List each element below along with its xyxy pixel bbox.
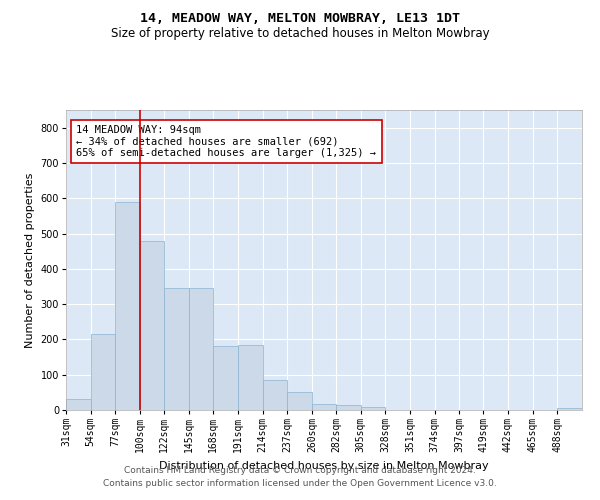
Bar (336, 404, 361, 410)
X-axis label: Distribution of detached houses by size in Melton Mowbray: Distribution of detached houses by size … (159, 460, 489, 470)
Text: 14 MEADOW WAY: 94sqm
← 34% of detached houses are smaller (692)
65% of semi-deta: 14 MEADOW WAY: 94sqm ← 34% of detached h… (76, 125, 376, 158)
Bar (66, 400, 91, 410)
Text: Size of property relative to detached houses in Melton Mowbray: Size of property relative to detached ho… (110, 28, 490, 40)
Bar (164, 288, 188, 410)
Bar (287, 392, 312, 410)
Bar (361, 407, 385, 410)
Bar (312, 404, 336, 410)
Y-axis label: Number of detached properties: Number of detached properties (25, 172, 35, 348)
Bar (557, 408, 582, 410)
Bar (115, 202, 140, 410)
Bar (91, 334, 115, 410)
Text: Contains HM Land Registry data © Crown copyright and database right 2024.
Contai: Contains HM Land Registry data © Crown c… (103, 466, 497, 487)
Bar (263, 380, 287, 410)
Bar (213, 346, 238, 410)
Bar (238, 344, 263, 410)
Bar (188, 288, 213, 410)
Text: 14, MEADOW WAY, MELTON MOWBRAY, LE13 1DT: 14, MEADOW WAY, MELTON MOWBRAY, LE13 1DT (140, 12, 460, 26)
Bar (140, 240, 164, 410)
